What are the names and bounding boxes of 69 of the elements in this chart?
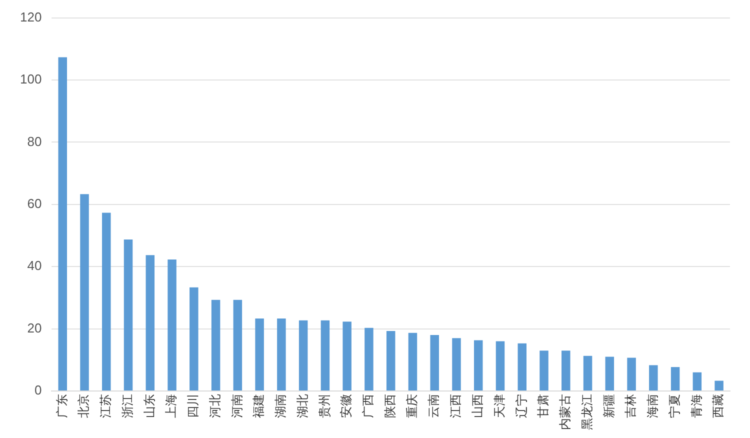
y-tick-label: 20 [27,320,42,336]
x-tick-label: 湖南 [274,394,288,418]
x-tick-label: 山东 [142,394,156,418]
bar [58,57,68,390]
bar [168,259,176,390]
bar [255,318,264,390]
y-tick-label: 0 [34,382,42,398]
x-tick-label: 上海 [164,394,178,418]
x-tick-label: 江西 [448,394,463,418]
bar [605,356,614,390]
x-tick-label: 海南 [646,394,660,418]
bar [518,343,527,390]
x-tick-label: 北京 [76,394,91,418]
x-tick-label: 甘肃 [536,394,550,418]
y-tick-label: 100 [20,72,42,87]
bar [627,358,636,390]
x-tick-label: 河北 [208,394,222,418]
x-tick-label: 安徽 [339,394,354,418]
x-tick-label: 四川 [186,394,200,418]
x-tick-label: 吉林 [624,394,638,418]
bar [670,367,680,390]
x-tick-label: 广东 [54,394,69,418]
bar [714,380,724,390]
x-tick-label: 宁夏 [667,394,682,418]
bar [124,240,133,390]
bar [496,341,505,390]
bar [102,212,111,390]
x-tick-label: 山西 [470,394,484,418]
x-tick-label: 贵州 [317,394,332,418]
bar [211,300,220,390]
y-tick-label: 40 [27,258,42,274]
bar [452,338,461,390]
bar [583,356,592,390]
bar [649,365,658,390]
bar [364,328,374,390]
bar [692,372,702,390]
x-tick-label: 云南 [426,394,441,418]
x-tick-label: 广西 [361,394,376,418]
x-tick-label: 福建 [252,394,266,418]
bar [430,335,439,390]
x-tick-label: 天津 [492,394,506,418]
bar [298,320,308,390]
x-tick-label: 内蒙古 [558,394,572,430]
x-tick-label: 辽宁 [514,394,528,418]
x-tick-label: 重庆 [404,394,419,418]
x-tick-label: 浙江 [120,394,134,418]
bar [277,318,286,390]
bar [342,322,352,390]
x-tick-label: 黑龙江 [580,394,594,430]
x-tick-label: 陕西 [382,394,397,418]
bar [190,287,198,390]
x-tick-label: 湖北 [295,394,310,418]
y-tick-label: 60 [27,196,42,211]
bar [540,350,548,390]
x-tick-label: 西藏 [711,394,726,418]
x-tick-label: 江苏 [98,394,113,418]
x-tick-label: 新疆 [602,394,616,418]
bar [320,320,330,390]
bar [146,255,155,390]
bar [386,330,396,390]
y-tick-label: 80 [27,134,42,149]
bar [80,194,89,390]
bar [474,340,483,390]
y-tick-label: 120 [20,9,42,24]
x-tick-label: 青海 [689,394,704,418]
bar [408,332,418,390]
bar [562,350,570,390]
x-tick-label: 河南 [230,394,244,418]
bar [233,300,242,390]
